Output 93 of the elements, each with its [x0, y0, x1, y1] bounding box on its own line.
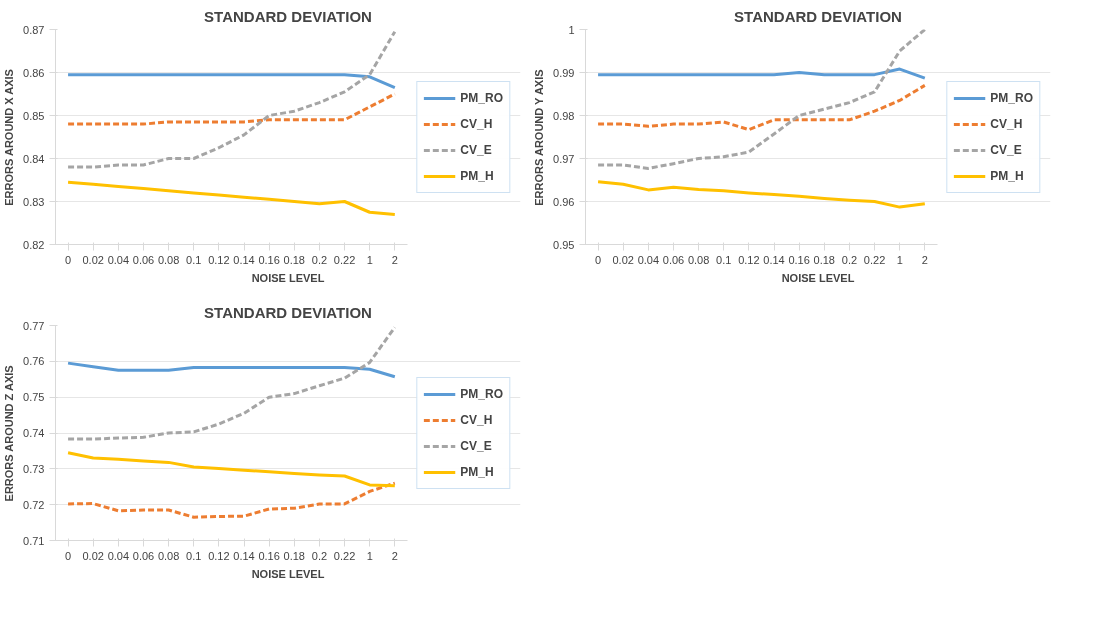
x-tick-label: 0.22	[333, 549, 356, 562]
x-axis-title: NOISE LEVEL	[251, 567, 325, 580]
y-tick-label: 0.95	[553, 238, 575, 251]
x-tick-label: 0	[595, 253, 602, 266]
legend-label: PM_RO	[460, 90, 503, 105]
legend-label: PM_H	[460, 168, 494, 183]
line-series	[66, 180, 397, 216]
x-tick-label: 1	[366, 253, 373, 266]
x-axis-title: NOISE LEVEL	[781, 271, 855, 284]
y-tick-label: 0.83	[23, 195, 45, 208]
x-tick-label: 0.04	[107, 253, 130, 266]
y-tick-label: 0.96	[553, 195, 575, 208]
line-series	[596, 180, 927, 209]
x-tick-label: 0.18	[283, 253, 305, 266]
y-tick-label: 0.77	[23, 319, 45, 332]
y-tick-label: 1	[568, 23, 575, 36]
y-tick-label: 0.99	[553, 66, 575, 79]
x-tick-label: 0.16	[788, 253, 810, 266]
y-axis-title: ERRORS AROUND Y AXIS	[533, 69, 546, 206]
y-tick-label: 0.71	[23, 534, 45, 547]
legend-label: PM_H	[990, 168, 1024, 183]
legend-label: CV_E	[460, 142, 492, 157]
y-tick-label: 0.87	[23, 23, 45, 36]
line-series	[66, 361, 397, 379]
x-tick-label: 0.1	[186, 549, 202, 562]
x-tick-label: 0.2	[841, 253, 858, 266]
x-tick-label: 2	[391, 253, 398, 266]
legend-label: PM_RO	[990, 90, 1033, 105]
x-axis-title: NOISE LEVEL	[251, 271, 325, 284]
chart-title: STANDARD DEVIATION	[204, 7, 372, 25]
x-tick-label: 0.06	[132, 253, 155, 266]
x-tick-label: 0.08	[157, 549, 180, 562]
chart-title: STANDARD DEVIATION	[204, 303, 372, 321]
x-tick-label: 0.16	[258, 549, 280, 562]
x-tick-label: 0.16	[258, 253, 280, 266]
legend-label: CV_H	[460, 116, 493, 131]
line-series	[66, 92, 397, 126]
x-tick-label: 0.06	[132, 549, 155, 562]
line-series	[596, 67, 927, 80]
x-tick-label: 0.22	[863, 253, 886, 266]
x-tick-label: 0.14	[233, 253, 255, 266]
legend-label: PM_H	[460, 464, 494, 479]
y-tick-label: 0.73	[23, 462, 45, 475]
x-tick-label: 0.12	[208, 253, 230, 266]
line-series	[66, 451, 397, 488]
x-tick-label: 1	[896, 253, 903, 266]
y-tick-label: 0.86	[23, 66, 45, 79]
x-tick-label: 0	[65, 253, 72, 266]
legend-label: PM_RO	[460, 386, 503, 401]
x-tick-label: 0.04	[637, 253, 660, 266]
x-tick-label: 0.02	[612, 253, 634, 266]
x-tick-label: 0.04	[107, 549, 130, 562]
y-tick-label: 0.98	[553, 109, 575, 122]
y-tick-label: 0.72	[23, 498, 45, 511]
x-tick-label: 0.12	[738, 253, 760, 266]
x-tick-label: 0.08	[687, 253, 710, 266]
line-series	[66, 481, 397, 519]
line-series	[596, 83, 927, 132]
line-series	[66, 30, 397, 169]
line-series	[66, 325, 397, 441]
legend-label: CV_E	[990, 142, 1022, 157]
chart-title: STANDARD DEVIATION	[734, 7, 902, 25]
legend-label: CV_H	[460, 412, 493, 427]
x-tick-label: 0.18	[813, 253, 835, 266]
x-tick-label: 0.06	[662, 253, 685, 266]
x-tick-label: 0.02	[82, 549, 104, 562]
y-tick-label: 0.82	[23, 238, 45, 251]
y-tick-label: 0.75	[23, 391, 45, 404]
y-tick-label: 0.97	[553, 152, 575, 165]
x-tick-label: 2	[391, 549, 398, 562]
x-tick-label: 0.1	[186, 253, 202, 266]
x-tick-label: 0.18	[283, 549, 305, 562]
x-tick-label: 1	[366, 549, 373, 562]
legend-label: CV_H	[990, 116, 1023, 131]
x-tick-label: 0	[65, 549, 72, 562]
x-tick-label: 0.12	[208, 549, 230, 562]
x-tick-label: 0.02	[82, 253, 104, 266]
y-tick-label: 0.85	[23, 109, 45, 122]
x-tick-label: 0.2	[311, 549, 328, 562]
x-tick-label: 0.1	[716, 253, 732, 266]
x-tick-label: 2	[921, 253, 928, 266]
y-tick-label: 0.74	[23, 427, 45, 439]
x-tick-label: 0.14	[233, 549, 255, 562]
y-axis-title: ERRORS AROUND X AXIS	[3, 69, 16, 206]
y-tick-label: 0.84	[23, 152, 45, 165]
x-tick-label: 0.08	[157, 253, 180, 266]
x-tick-label: 0.22	[333, 253, 356, 266]
y-tick-label: 0.76	[23, 355, 45, 368]
y-axis-title: ERRORS AROUND Z AXIS	[3, 365, 16, 502]
legend-label: CV_E	[460, 438, 492, 453]
line-series	[596, 29, 927, 170]
x-tick-label: 0.2	[311, 253, 328, 266]
x-tick-label: 0.14	[763, 253, 785, 266]
